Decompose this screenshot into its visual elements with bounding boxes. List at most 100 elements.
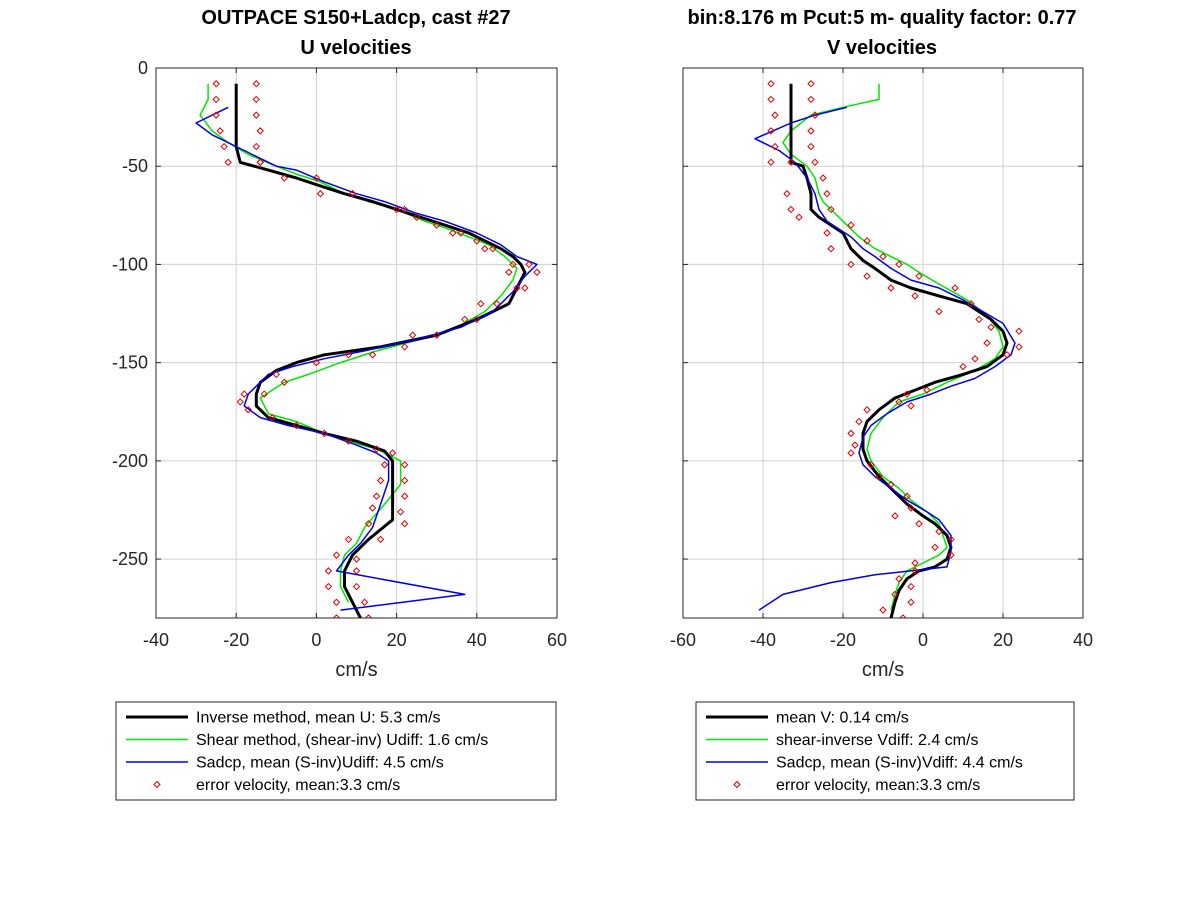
x-tick-label: 60: [547, 630, 567, 650]
error-velocity-marker: [879, 606, 887, 614]
error-velocity-marker: [915, 520, 923, 528]
error-velocity-marker: [388, 449, 397, 457]
error-velocity-marker: [481, 245, 489, 253]
error-velocity-marker: [987, 323, 995, 331]
legend-box: [115, 701, 557, 801]
error-velocity-marker: [256, 127, 264, 135]
error-velocity-marker: [376, 476, 385, 485]
error-velocity-marker: [879, 252, 887, 261]
error-velocity-marker: [1015, 343, 1023, 351]
error-velocity-marker: [967, 300, 975, 308]
error-velocity-marker: [533, 268, 541, 276]
error-velocity-marker: [513, 284, 521, 292]
error-velocity-marker: [368, 351, 377, 359]
error-velocity-marker: [352, 582, 361, 591]
error-velocity-marker: [895, 398, 903, 406]
error-velocity-marker: [216, 127, 224, 135]
error-velocity-marker: [324, 567, 333, 575]
error-velocity-marker: [935, 527, 943, 536]
y-tick-label: -250: [112, 549, 148, 569]
error-velocity-marker: [847, 221, 855, 229]
error-velocity-marker: [907, 504, 915, 512]
sadcp-velocity-line: [195, 106, 538, 611]
error-velocity-marker: [332, 598, 341, 606]
error-velocity-marker: [473, 315, 481, 324]
error-velocity-marker: [891, 590, 899, 599]
error-velocity-marker: [907, 402, 915, 410]
error-velocity-marker: [767, 127, 775, 135]
error-velocity-marker: [807, 127, 815, 135]
sadcp-velocity-line: [754, 106, 1016, 611]
error-velocity-marker: [509, 260, 517, 269]
error-velocity-marker: [364, 614, 373, 618]
error-velocity-marker: [847, 449, 855, 457]
error-velocity-marker: [380, 461, 389, 469]
error-velocity-marker: [400, 492, 409, 500]
error-velocity-marker: [344, 437, 353, 445]
error-velocity-marker: [971, 355, 979, 363]
error-velocity-marker: [493, 300, 501, 308]
inverse-velocity-line: [789, 83, 1009, 618]
error-velocity-marker: [811, 111, 819, 119]
error-velocity-marker: [360, 598, 369, 606]
error-velocity-marker: [847, 429, 855, 438]
error-velocity-marker: [807, 95, 815, 104]
error-velocity-marker: [252, 142, 260, 151]
error-velocity-marker: [400, 205, 409, 214]
error-velocity-marker: [272, 370, 281, 379]
error-velocity-marker: [368, 504, 377, 512]
error-velocity-marker: [252, 80, 260, 88]
error-velocity-marker: [823, 190, 831, 198]
axes-box: [155, 67, 558, 619]
error-velocity-marker: [400, 476, 409, 485]
error-velocity-marker: [505, 268, 513, 276]
error-velocity-marker: [811, 158, 819, 166]
error-velocity-marker: [280, 378, 289, 386]
plot-area: [683, 68, 1083, 618]
error-velocity-marker: [408, 331, 417, 339]
error-velocity-marker: [935, 307, 943, 316]
legend-entry-error: error velocity, mean:3.3 cm/s: [776, 777, 980, 794]
legend-entry-inverse: Inverse method, mean U: 5.3 cm/s: [196, 710, 441, 727]
error-velocity-marker: [1003, 351, 1011, 359]
error-velocity-marker: [396, 508, 405, 516]
error-velocity-marker: [376, 535, 385, 544]
x-tick-label: 0: [918, 630, 928, 650]
x-tick-label: 0: [311, 630, 321, 650]
error-velocity-marker: [855, 417, 863, 426]
y-tick-label: 0: [138, 58, 148, 78]
legend-entry-sadcp: Sadcp, mean (S-inv)Udiff: 4.5 cm/s: [196, 755, 444, 772]
x-tick-label: 20: [993, 630, 1013, 650]
error-velocity-marker: [767, 80, 775, 88]
axes-box: [682, 67, 1084, 619]
error-velocity-marker: [320, 429, 329, 438]
error-velocity-marker: [959, 362, 967, 371]
error-velocity-marker: [392, 205, 401, 214]
error-velocity-marker: [911, 559, 919, 567]
error-velocity-marker: [312, 174, 321, 182]
error-velocity-marker: [432, 221, 441, 229]
left-title-line1: OUTPACE S150+Ladcp, cast #27: [201, 7, 510, 29]
error-velocity-marker: [400, 461, 409, 469]
x-tick-label: 40: [467, 630, 487, 650]
error-velocity-marker: [887, 480, 895, 489]
error-velocity-marker: [931, 543, 939, 551]
plot-data: [754, 80, 1023, 618]
error-velocity-marker: [400, 343, 409, 351]
error-velocity-marker: [292, 421, 301, 430]
y-tick-label: -150: [112, 353, 148, 373]
legend-entry-error: error velocity, mean:3.3 cm/s: [196, 777, 400, 794]
y-tick-label: -100: [112, 254, 148, 274]
error-velocity-marker: [449, 229, 457, 237]
error-velocity-marker: [767, 158, 775, 166]
error-velocity-marker: [771, 111, 779, 119]
error-velocity-marker: [525, 260, 533, 269]
error-velocity-marker: [827, 205, 835, 214]
error-velocity-marker: [372, 445, 381, 453]
error-velocity-marker: [212, 95, 220, 104]
error-velocity-marker: [312, 358, 321, 367]
error-velocity-marker: [352, 567, 361, 575]
error-velocity-marker: [224, 158, 232, 166]
right-title-line1: bin:8.176 m Pcut:5 m- quality factor: 0.…: [688, 7, 1077, 29]
